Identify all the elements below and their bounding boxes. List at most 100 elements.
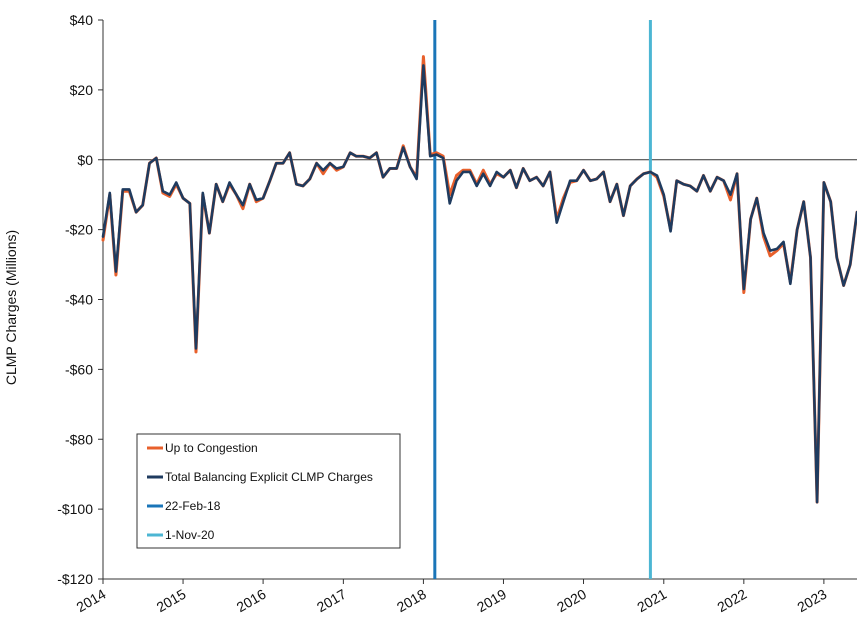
y-tick-label: -$40 xyxy=(65,292,93,308)
data-point xyxy=(355,155,358,158)
data-point xyxy=(168,193,171,196)
y-tick-label: -$20 xyxy=(65,222,93,238)
data-point xyxy=(148,162,151,165)
data-point xyxy=(135,211,137,213)
y-tick-label: $0 xyxy=(77,152,93,168)
data-point xyxy=(368,157,371,159)
data-point xyxy=(675,179,678,182)
data-point xyxy=(776,248,778,250)
y-tick-label: $20 xyxy=(70,82,94,98)
x-tick-label: 2018 xyxy=(394,586,429,616)
data-point xyxy=(282,162,284,165)
data-point xyxy=(402,144,405,147)
data-point xyxy=(823,181,825,184)
data-point xyxy=(495,171,498,173)
data-point xyxy=(816,501,818,503)
data-point xyxy=(469,169,471,172)
data-point xyxy=(609,200,611,203)
data-point xyxy=(429,155,432,158)
data-point xyxy=(262,197,264,199)
data-point xyxy=(829,200,832,203)
data-point xyxy=(616,183,618,186)
data-point xyxy=(335,169,338,172)
x-tick-label: 2015 xyxy=(154,586,189,616)
data-point xyxy=(662,193,665,196)
data-point xyxy=(269,179,271,182)
data-point xyxy=(255,199,258,201)
data-point xyxy=(242,204,244,206)
data-point xyxy=(462,169,464,172)
data-point xyxy=(802,200,805,203)
data-point xyxy=(656,174,658,177)
data-point xyxy=(382,176,384,179)
data-point xyxy=(235,193,238,196)
data-point xyxy=(629,185,632,187)
data-point xyxy=(789,282,792,285)
data-point xyxy=(215,183,217,186)
data-point xyxy=(109,192,111,194)
legend-box xyxy=(136,433,401,549)
data-point xyxy=(482,169,485,172)
data-point xyxy=(696,190,698,192)
data-point xyxy=(288,151,291,154)
data-point xyxy=(349,151,351,154)
data-point xyxy=(849,263,851,266)
data-point xyxy=(782,241,785,243)
y-tick-label: -$100 xyxy=(57,501,93,517)
legend: Up to Congestion Total Balancing Explicit… xyxy=(136,433,401,549)
x-tick-label: 2016 xyxy=(234,586,269,616)
data-point xyxy=(375,151,378,154)
x-tick-label: 2019 xyxy=(474,586,509,616)
data-point xyxy=(528,179,531,182)
x-tick-label: 2023 xyxy=(794,586,829,616)
data-point xyxy=(195,351,197,353)
data-point xyxy=(842,284,845,287)
data-point xyxy=(422,64,425,67)
data-point xyxy=(128,188,131,191)
data-point xyxy=(422,55,425,58)
data-point xyxy=(796,228,798,231)
data-point xyxy=(329,162,331,165)
x-tick-label: 2020 xyxy=(554,586,589,616)
data-point xyxy=(155,157,158,159)
data-point xyxy=(836,256,838,259)
y-tick-label: -$80 xyxy=(65,431,93,447)
data-point xyxy=(636,178,638,180)
x-tick-label: 2017 xyxy=(314,586,349,616)
data-point xyxy=(182,197,184,199)
data-point xyxy=(302,185,304,187)
data-point xyxy=(515,186,518,189)
legend-label: Up to Congestion xyxy=(165,441,258,455)
data-point xyxy=(743,291,745,294)
data-point xyxy=(682,183,685,186)
data-point xyxy=(482,172,485,175)
data-point xyxy=(195,347,197,350)
y-tick-label: -$60 xyxy=(65,361,93,377)
data-point xyxy=(228,181,231,184)
data-point xyxy=(389,167,391,170)
data-point xyxy=(121,188,124,191)
data-point xyxy=(555,221,558,224)
data-point xyxy=(743,288,745,290)
reference-lines-layer xyxy=(433,20,652,579)
data-point xyxy=(275,162,278,165)
x-tick-label: 2021 xyxy=(634,586,669,616)
data-point xyxy=(642,172,645,175)
data-point xyxy=(542,185,544,187)
data-point xyxy=(309,178,311,180)
data-point xyxy=(162,190,164,192)
data-point xyxy=(509,169,512,172)
data-point xyxy=(221,200,224,203)
data-point xyxy=(562,200,565,203)
data-point xyxy=(575,179,578,182)
data-point xyxy=(622,214,625,217)
data-point xyxy=(248,183,251,186)
series-layer xyxy=(101,55,857,504)
data-point xyxy=(335,167,338,170)
data-point xyxy=(582,169,585,172)
data-point xyxy=(295,183,298,186)
data-point xyxy=(709,190,712,192)
data-point xyxy=(729,193,732,196)
